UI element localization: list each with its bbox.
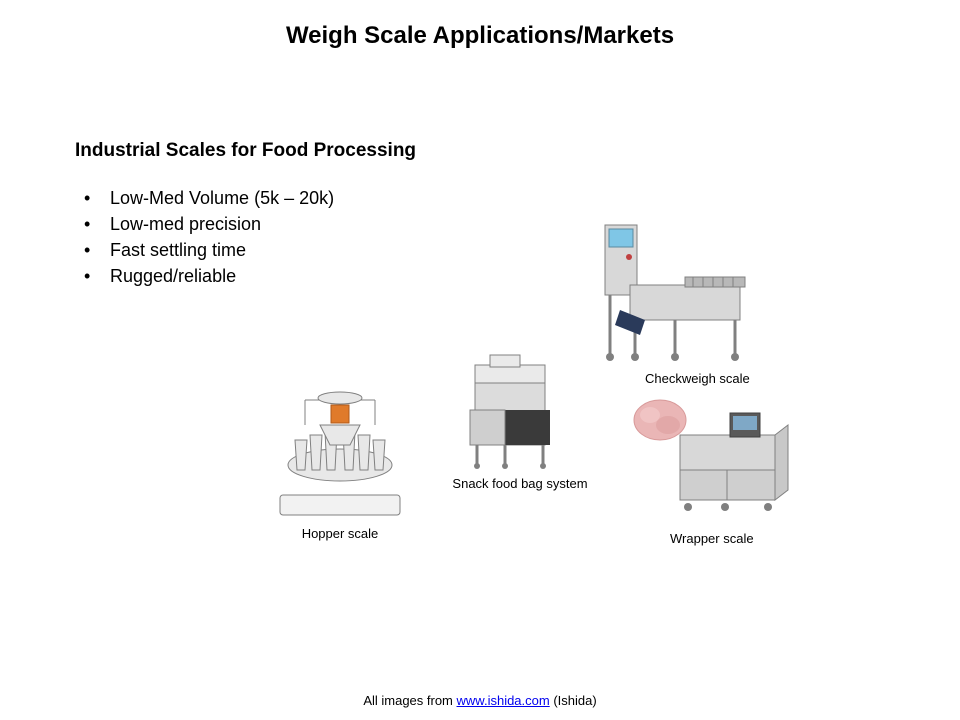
bullet-dot-icon: •	[80, 237, 110, 263]
bullet-text: Fast settling time	[110, 237, 246, 263]
bullet-item: • Low-med precision	[80, 211, 334, 237]
figure-wrapper: Wrapper scale	[630, 395, 790, 546]
bullet-text: Low-med precision	[110, 211, 261, 237]
bullet-dot-icon: •	[80, 185, 110, 211]
footer-credit: All images from www.ishida.com (Ishida)	[0, 693, 960, 708]
hopper-scale-icon	[265, 370, 415, 520]
footer-prefix: All images from	[363, 693, 456, 708]
footer-link[interactable]: www.ishida.com	[457, 693, 550, 708]
figure-hopper: Hopper scale	[265, 370, 415, 541]
bullet-dot-icon: •	[80, 211, 110, 237]
bullet-text: Rugged/reliable	[110, 263, 236, 289]
bullet-item: • Rugged/reliable	[80, 263, 334, 289]
figure-caption: Hopper scale	[265, 526, 415, 541]
figure-caption: Snack food bag system	[440, 476, 600, 491]
bullet-item: • Low-Med Volume (5k – 20k)	[80, 185, 334, 211]
wrapper-scale-icon	[630, 395, 790, 525]
bullet-list: • Low-Med Volume (5k – 20k) • Low-med pr…	[80, 185, 334, 289]
figure-caption: Checkweigh scale	[605, 371, 755, 386]
bullet-text: Low-Med Volume (5k – 20k)	[110, 185, 334, 211]
bullet-dot-icon: •	[80, 263, 110, 289]
checkweigh-scale-icon	[575, 215, 755, 365]
figure-checkweigh: Checkweigh scale	[575, 215, 755, 386]
section-heading: Industrial Scales for Food Processing	[75, 140, 416, 162]
footer-suffix: (Ishida)	[550, 693, 597, 708]
bullet-item: • Fast settling time	[80, 237, 334, 263]
figure-caption: Wrapper scale	[630, 531, 790, 546]
slide-title: Weigh Scale Applications/Markets	[0, 22, 960, 50]
